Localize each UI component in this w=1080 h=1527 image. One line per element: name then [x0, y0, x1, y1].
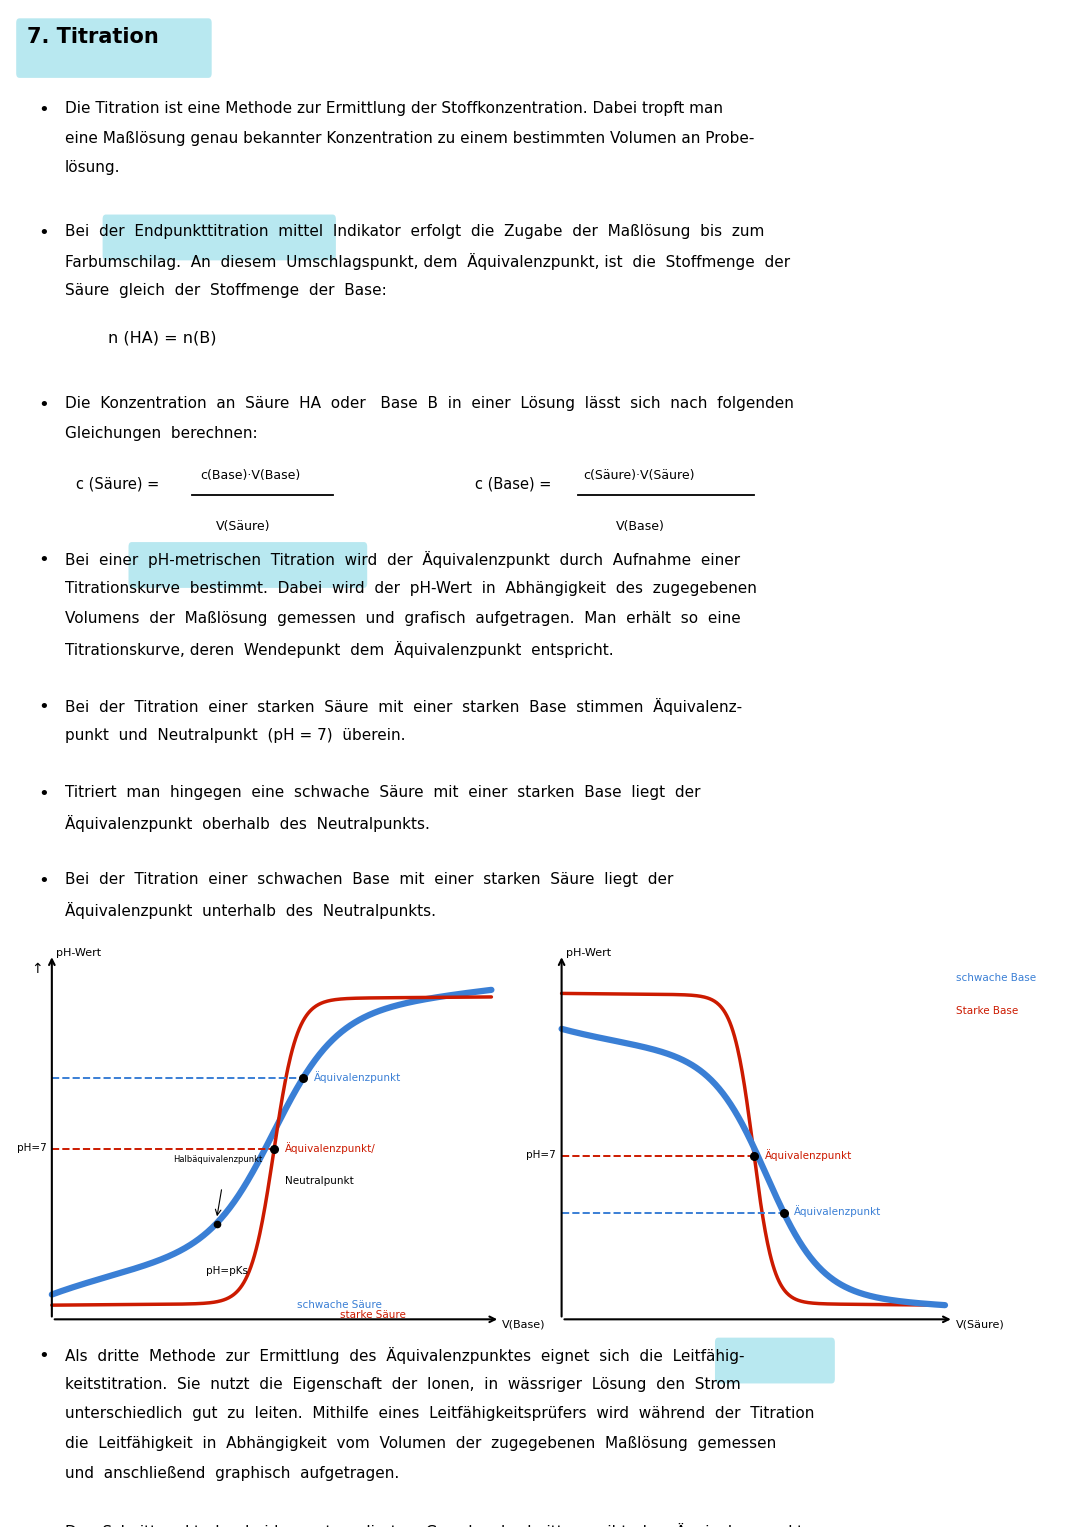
Text: Neutralpunkt: Neutralpunkt	[285, 1176, 353, 1186]
Text: Farbumschilag.  An  diesem  Umschlagspunkt, dem  Äquivalenzpunkt, ist  die  Stof: Farbumschilag. An diesem Umschlagspunkt,…	[65, 253, 789, 270]
Text: Als  dritte  Methode  zur  Ermittlung  des  Äquivalenzpunktes  eignet  sich  die: Als dritte Methode zur Ermittlung des Äq…	[65, 1347, 744, 1364]
Text: Säure  gleich  der  Stoffmenge  der  Base:: Säure gleich der Stoffmenge der Base:	[65, 282, 387, 298]
Text: Titriert  man  hingegen  eine  schwache  Säure  mit  einer  starken  Base  liegt: Titriert man hingegen eine schwache Säur…	[65, 785, 700, 800]
Text: die  Leitfähigkeit  in  Abhängigkeit  vom  Volumen  der  zugegebenen  Maßlösung : die Leitfähigkeit in Abhängigkeit vom Vo…	[65, 1437, 777, 1451]
Text: Äquivalenzpunkt  unterhalb  des  Neutralpunkts.: Äquivalenzpunkt unterhalb des Neutralpun…	[65, 902, 436, 919]
Text: unterschiedlich  gut  zu  leiten.  Mithilfe  eines  Leitfähigkeitsprüfers  wird : unterschiedlich gut zu leiten. Mithilfe …	[65, 1406, 814, 1422]
Text: pH=7: pH=7	[526, 1150, 556, 1161]
Text: und  anschließend  graphisch  aufgetragen.: und anschließend graphisch aufgetragen.	[65, 1466, 399, 1481]
Text: c (Base) =: c (Base) =	[475, 476, 552, 492]
Text: Äquivalenzpunkt  oberhalb  des  Neutralpunkts.: Äquivalenzpunkt oberhalb des Neutralpunk…	[65, 815, 430, 832]
Text: Titrationskurve, deren  Wendepunkt  dem  Äquivalenzpunkt  entspricht.: Titrationskurve, deren Wendepunkt dem Äq…	[65, 641, 613, 658]
Text: Titrationskurve  bestimmt.  Dabei  wird  der  pH-Wert  in  Abhängigkeit  des  zu: Titrationskurve bestimmt. Dabei wird der…	[65, 582, 757, 596]
Text: c (Säure) =: c (Säure) =	[76, 476, 159, 492]
Text: n (HA) = n(B): n (HA) = n(B)	[108, 331, 216, 347]
Text: V(Säure): V(Säure)	[216, 519, 270, 533]
Text: pH=7: pH=7	[16, 1144, 46, 1153]
Text: •: •	[38, 223, 49, 241]
Text: keitstitration.  Sie  nutzt  die  Eigenschaft  der  Ionen,  in  wässriger  Lösun: keitstitration. Sie nutzt die Eigenschaf…	[65, 1377, 741, 1391]
Text: Volumens  der  Maßlösung  gemessen  und  grafisch  aufgetragen.  Man  erhält  so: Volumens der Maßlösung gemessen und graf…	[65, 611, 741, 626]
FancyBboxPatch shape	[129, 542, 367, 588]
Text: eine Maßlösung genau bekannter Konzentration zu einem bestimmten Volumen an Prob: eine Maßlösung genau bekannter Konzentra…	[65, 131, 754, 145]
Text: V(Base): V(Base)	[616, 519, 664, 533]
Text: lösung.: lösung.	[65, 160, 120, 176]
Text: Halbäquivalenzpunkt: Halbäquivalenzpunkt	[174, 1154, 262, 1164]
Text: •: •	[38, 785, 49, 803]
Text: Die  Konzentration  an  Säure  HA  oder   Base  B  in  einer  Lösung  lässt  sic: Die Konzentration an Säure HA oder Base …	[65, 397, 794, 411]
Text: •: •	[38, 1347, 49, 1365]
Text: •: •	[38, 872, 49, 890]
Text: Die Titration ist eine Methode zur Ermittlung der Stoffkonzentration. Dabei trop: Die Titration ist eine Methode zur Ermit…	[65, 101, 723, 116]
Text: •: •	[38, 698, 49, 716]
Text: punkt  und  Neutralpunkt  (pH = 7)  überein.: punkt und Neutralpunkt (pH = 7) überein.	[65, 727, 405, 742]
Text: Gleichungen  berechnen:: Gleichungen berechnen:	[65, 426, 257, 441]
Text: c(Base)·V(Base): c(Base)·V(Base)	[200, 469, 300, 483]
Text: Der  Schnittpunkt  der  beiden  extrapolierten  Geradenabschnitte  ergibt  den  : Der Schnittpunkt der beiden extrapoliert…	[65, 1524, 808, 1527]
Text: Bei  der  Endpunkttitration  mittel  Indikator  erfolgt  die  Zugabe  der  Maßlö: Bei der Endpunkttitration mittel Indikat…	[65, 223, 765, 238]
FancyBboxPatch shape	[715, 1338, 835, 1383]
Text: Äquivalenzpunkt: Äquivalenzpunkt	[795, 1205, 881, 1217]
Text: •: •	[38, 551, 49, 570]
Text: Äquivalenzpunkt: Äquivalenzpunkt	[313, 1070, 401, 1083]
FancyBboxPatch shape	[16, 18, 212, 78]
Text: •: •	[38, 101, 49, 119]
Text: pH-Wert: pH-Wert	[566, 948, 611, 959]
Text: schwache Säure: schwache Säure	[297, 1299, 382, 1310]
Text: c(Säure)·V(Säure): c(Säure)·V(Säure)	[583, 469, 694, 483]
Text: starke Säure: starke Säure	[340, 1310, 406, 1321]
Text: Äquivalenzpunkt/: Äquivalenzpunkt/	[285, 1142, 376, 1153]
Text: ↑: ↑	[31, 962, 43, 976]
Text: schwache Base: schwache Base	[956, 973, 1036, 983]
Text: 7. Titration: 7. Titration	[27, 27, 159, 47]
Text: Bei  der  Titration  einer  schwachen  Base  mit  einer  starken  Säure  liegt  : Bei der Titration einer schwachen Base m…	[65, 872, 673, 887]
Text: Äquivalenzpunkt: Äquivalenzpunkt	[766, 1148, 852, 1161]
Text: •: •	[38, 397, 49, 414]
Text: V(Base): V(Base)	[502, 1319, 545, 1330]
FancyBboxPatch shape	[103, 214, 336, 261]
Text: Bei  der  Titration  einer  starken  Säure  mit  einer  starken  Base  stimmen  : Bei der Titration einer starken Säure mi…	[65, 698, 742, 715]
Text: •: •	[38, 1524, 49, 1527]
Text: Bei  einer  pH-metrischen  Titration  wird  der  Äquivalenzpunkt  durch  Aufnahm: Bei einer pH-metrischen Titration wird d…	[65, 551, 740, 568]
Text: pH-Wert: pH-Wert	[56, 948, 102, 959]
Text: pH=pKs: pH=pKs	[206, 1266, 247, 1277]
Text: Starke Base: Starke Base	[956, 1006, 1018, 1017]
Text: V(Säure): V(Säure)	[956, 1319, 1004, 1330]
